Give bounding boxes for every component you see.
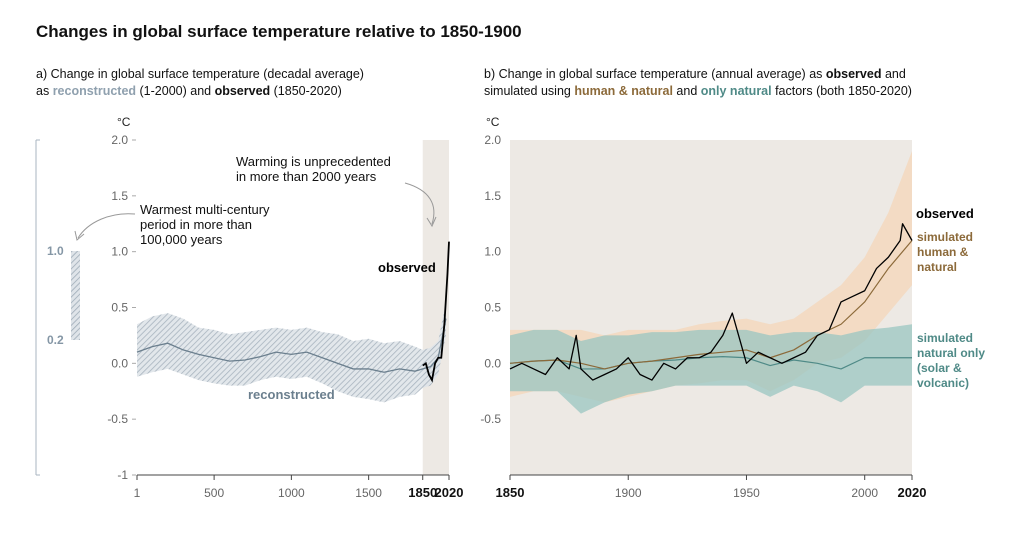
panel-b-y-tick-label: -0.5 — [480, 412, 501, 426]
panel-b-human-label-1: simulated — [917, 230, 973, 244]
panel-b-x-tick-label: 2000 — [851, 486, 878, 500]
panel-a-lines — [136, 241, 450, 383]
panel-b-x-ticks: 1850 1900 1950 2000 2020 — [496, 475, 927, 500]
panel-b-y-tick-label: 0.5 — [484, 301, 501, 315]
panel-a-subtitle: a) Change in global surface temperature … — [36, 66, 364, 100]
panel-a-reconstructed-label: reconstructed — [248, 387, 335, 402]
panel-a-subtitle-range: (1-2000) and — [136, 84, 215, 98]
panel-a-y-tick-label: 1.0 — [111, 245, 128, 259]
panel-b-subtitle-natural: only natural — [700, 84, 772, 98]
annotation-warmest-arrowhead — [74, 230, 85, 241]
range-bar-top-label: 1.0 — [47, 244, 64, 258]
annotation-warming-line1: Warming is unprecedented — [236, 154, 391, 169]
panel-b-x-tick-label: 1850 — [496, 485, 525, 500]
panel-b-y-unit: °C — [486, 115, 500, 129]
panel-a-y-unit: °C — [117, 115, 131, 129]
panel-b-subtitle-line2a: simulated using — [484, 84, 575, 98]
panel-a-y-tick-label: 0.5 — [111, 301, 128, 315]
annotation-warmest-arrow — [77, 213, 136, 239]
panel-a-subtitle-as: as — [36, 84, 53, 98]
panel-b-subtitle-human: human & natural — [574, 84, 673, 98]
panel-b-lines — [509, 223, 913, 381]
panel-b-subtitle-and2: and — [672, 84, 701, 98]
panel-b-subtitle-observed: observed — [825, 67, 882, 81]
reconstructed-band — [137, 301, 446, 403]
panel-a-x-tick-label: 1500 — [355, 486, 382, 500]
reconstructed-line — [136, 318, 447, 373]
observed-line-a — [422, 241, 450, 383]
annotation-warming-arrow — [404, 182, 435, 225]
panel-a-observed-label: observed — [378, 260, 436, 275]
panel-b-human-label-2: human & — [917, 245, 969, 259]
panel-a-y-tick-label: -0.5 — [107, 412, 128, 426]
panel-b-y-tick-label: 0.0 — [484, 356, 501, 370]
range-bar-bottom-label: 0.2 — [47, 333, 64, 347]
panel-b-y-tick-label: 1.0 — [484, 245, 501, 259]
panel-a-reconstructed-band — [137, 301, 446, 403]
panel-a-subtitle-line1: a) Change in global surface temperature … — [36, 67, 364, 81]
panel-b-subtitle-and: and — [881, 67, 906, 81]
panel-a-subtitle-reconstructed: reconstructed — [52, 84, 137, 98]
panel-a-x-tick-label: 2020 — [435, 485, 464, 500]
panel-b-natural-label-2: natural only — [917, 346, 985, 360]
panel-a-y-tick-label: 0.0 — [111, 356, 128, 370]
panel-b-subtitle-line1a: b) Change in global surface temperature … — [484, 67, 826, 81]
panel-b-x-tick-label: 1950 — [733, 486, 760, 500]
human-natural-line — [509, 240, 913, 370]
annotation-warmest-line3: 100,000 years — [140, 232, 223, 247]
panel-a-x-tick-label: 1000 — [278, 486, 305, 500]
panel-b-observed-label: observed — [916, 206, 974, 221]
panel-b-x-tick-label: 2020 — [898, 485, 927, 500]
panel-b-subtitle: b) Change in global surface temperature … — [484, 66, 912, 100]
panel-a-x-tick-label: 1850 — [408, 485, 437, 500]
panel-b-y-ticks: 2.0 1.5 1.0 0.5 0.0 -0.5 — [480, 133, 501, 426]
panel-b-natural-label-1: simulated — [917, 331, 973, 345]
panel-a-subtitle-observed: observed — [214, 84, 271, 98]
panel-b-subtitle-factors: factors (both 1850-2020) — [771, 84, 912, 98]
panel-b-natural-label-4: volcanic) — [917, 376, 969, 390]
panel-a-y-ticks: 2.0 1.5 1.0 0.5 0.0 -0.5 -1 — [107, 133, 136, 482]
annotation-warming-arrowhead — [426, 216, 437, 228]
panel-a-y-tick-label: 2.0 — [111, 133, 128, 147]
annotation-warmest-line1: Warmest multi-century — [140, 202, 270, 217]
panel-a-y-tick-label: 1.5 — [111, 189, 128, 203]
panel-b-human-label-3: natural — [917, 260, 957, 274]
natural-only-line — [509, 356, 912, 370]
annotation-warming-line2: in more than 2000 years — [236, 169, 377, 184]
panel-b-natural-label-3: (solar & — [917, 361, 962, 375]
observed-line-b — [509, 223, 913, 381]
warmest-period-range-bar — [71, 251, 80, 340]
annotation-warmest-line2: period in more than — [140, 217, 252, 232]
panel-b-y-tick-label: 1.5 — [484, 189, 501, 203]
panel-a-x-tick-label: 1 — [134, 486, 141, 500]
panel-a-subtitle-range2: (1850-2020) — [270, 84, 342, 98]
panel-a-x-tick-label: 500 — [204, 486, 224, 500]
panel-a-y-tick-label: -1 — [117, 468, 128, 482]
natural-only-band — [510, 324, 912, 414]
panel-b-y-tick-label: 2.0 — [484, 133, 501, 147]
figure-title: Changes in global surface temperature re… — [36, 22, 522, 41]
panel-b-x-tick-label: 1900 — [615, 486, 642, 500]
